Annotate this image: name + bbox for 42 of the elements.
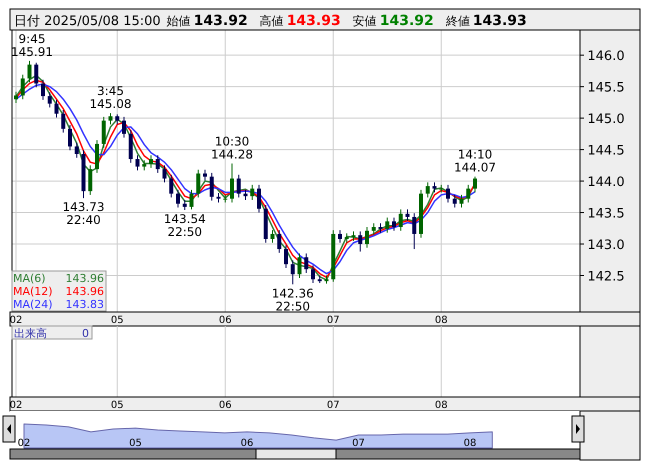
category-label: 06: [218, 400, 232, 411]
x-tick-label: 02: [10, 315, 22, 326]
x-tick-label: 05: [129, 438, 142, 449]
x-tick-label: 05: [110, 315, 124, 326]
y-tick-label: 144.5: [587, 144, 625, 159]
x-tick-label: 06: [240, 438, 254, 449]
text: 出来高 0: [14, 327, 89, 340]
text: MA(6): [13, 272, 46, 285]
x-tick-label: 08: [464, 438, 476, 449]
text: 高値 143.93: [260, 13, 341, 29]
chart-title: 日付 2025/05/08 15:00: [14, 14, 161, 29]
annotation: 14:10 144.07: [454, 148, 496, 175]
y-tick-label: 142.5: [587, 269, 625, 284]
y-tick-label: 143.0: [587, 238, 625, 254]
x-tick-label: 07: [326, 315, 340, 326]
annotation: 143.54 22:50: [164, 212, 206, 240]
annotation: 3:45 145.08: [90, 84, 132, 112]
y-tick-label: 143.5: [587, 206, 625, 222]
text: 安値 143.92: [352, 13, 434, 29]
y-tick-label: 145.5: [587, 80, 625, 96]
category-label: 08: [434, 400, 448, 411]
annotation: 143.96: [66, 285, 104, 298]
text: 始値 143.92: [166, 13, 248, 29]
text: 終値 143.93: [444, 13, 527, 29]
annotation: 10:30 144.28: [211, 134, 253, 162]
x-tick-label: 02: [18, 438, 30, 449]
annotation: 143.96: [66, 272, 104, 285]
y-tick-label: 145.0: [587, 112, 625, 128]
category-label: 02: [10, 400, 22, 411]
text: MA(12): [13, 285, 53, 298]
category-label: 05: [110, 400, 124, 411]
category-label: 07: [326, 400, 340, 411]
x-tick-label: 06: [218, 315, 232, 326]
annotation: 143.73 22:40: [62, 200, 104, 228]
annotation: 142.36 22:50: [272, 286, 314, 314]
y-tick-label: 144.0: [587, 175, 625, 190]
annotation: 9:45 145.91: [11, 32, 53, 59]
annotation: 143.83: [66, 298, 104, 311]
y-tick-label: 146.0: [587, 49, 625, 64]
x-tick-label: 07: [352, 438, 365, 449]
text: MA(24): [13, 298, 53, 311]
x-tick-label: 08: [434, 315, 448, 326]
